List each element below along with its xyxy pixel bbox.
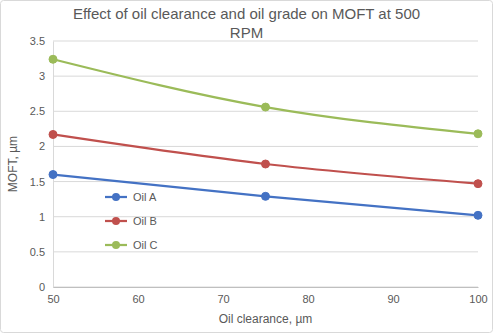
legend-item: Oil B	[105, 215, 157, 227]
x-tick: 50	[47, 287, 59, 305]
legend-marker	[112, 193, 120, 201]
x-tick-label: 80	[302, 293, 314, 305]
x-tick: 60	[132, 287, 144, 305]
series-line	[53, 175, 478, 216]
x-tick: 80	[302, 287, 314, 305]
series-marker	[262, 103, 270, 111]
y-tick: 3.5	[30, 35, 53, 47]
y-tick: 0	[39, 281, 53, 293]
y-tick: 1	[39, 211, 53, 223]
series-line	[53, 134, 478, 183]
series-marker	[262, 192, 270, 200]
legend-item: Oil A	[105, 191, 157, 203]
series-group	[49, 55, 482, 219]
series-marker	[49, 171, 57, 179]
x-tick: 100	[469, 287, 487, 305]
y-tick-label: 3.5	[30, 35, 45, 47]
y-tick: 1.5	[30, 176, 53, 188]
x-tick-label: 60	[132, 293, 144, 305]
legend-label: Oil A	[133, 191, 157, 203]
x-axis: 50 60 70 80 90 100	[47, 287, 487, 305]
y-tick-label: 1.5	[30, 176, 45, 188]
y-tick-label: 0	[39, 281, 45, 293]
y-tick-label: 1	[39, 211, 45, 223]
x-tick: 90	[387, 287, 399, 305]
y-tick: 0.5	[30, 246, 53, 258]
legend-item: Oil C	[105, 239, 158, 251]
x-tick-label: 90	[387, 293, 399, 305]
x-axis-line	[54, 287, 479, 288]
y-axis: 0 0.5 1 1.5 2 2.5 3 3.5	[30, 35, 54, 293]
y-tick: 3	[39, 70, 53, 82]
series-marker	[262, 160, 270, 168]
y-tick-label: 0.5	[30, 246, 45, 258]
title: Effect of oil clearance and oil grade on…	[73, 5, 420, 41]
grid-line	[53, 251, 478, 252]
y-tick-label: 2.5	[30, 105, 45, 117]
grid-line	[53, 216, 478, 217]
chart: Effect of oil clearance and oil grade on…	[0, 0, 493, 333]
legend-label: Oil B	[133, 215, 157, 227]
series-marker	[474, 130, 482, 138]
y-tick: 2.5	[30, 105, 53, 117]
y-tick: 2	[39, 140, 53, 152]
x-tick-label: 100	[469, 293, 487, 305]
y-axis-line	[53, 42, 54, 288]
legend-marker	[112, 217, 120, 225]
legend-label: Oil C	[133, 239, 158, 251]
series-marker	[49, 55, 57, 63]
x-tick: 70	[217, 287, 229, 305]
grid-line	[53, 146, 478, 147]
series-line	[53, 59, 478, 134]
series-marker	[474, 180, 482, 188]
grid-line	[53, 287, 478, 288]
chart-border	[1, 1, 493, 333]
x-tick-label: 70	[217, 293, 229, 305]
plot: 00.511.522.533.55060708090100Oil AOil BO…	[30, 35, 488, 305]
y-tick-label: 2	[39, 140, 45, 152]
grid	[53, 41, 478, 287]
series-marker	[474, 211, 482, 219]
grid-line	[53, 41, 478, 42]
x-tick-label: 50	[47, 293, 59, 305]
legend-marker	[112, 241, 120, 249]
legend: Oil A Oil B Oil C	[105, 191, 158, 251]
series-marker	[49, 130, 57, 138]
x-axis-title: Oil clearance, µm	[219, 312, 313, 326]
y-tick-label: 3	[39, 70, 45, 82]
y-axis-title: MOFT, µm	[6, 136, 20, 192]
